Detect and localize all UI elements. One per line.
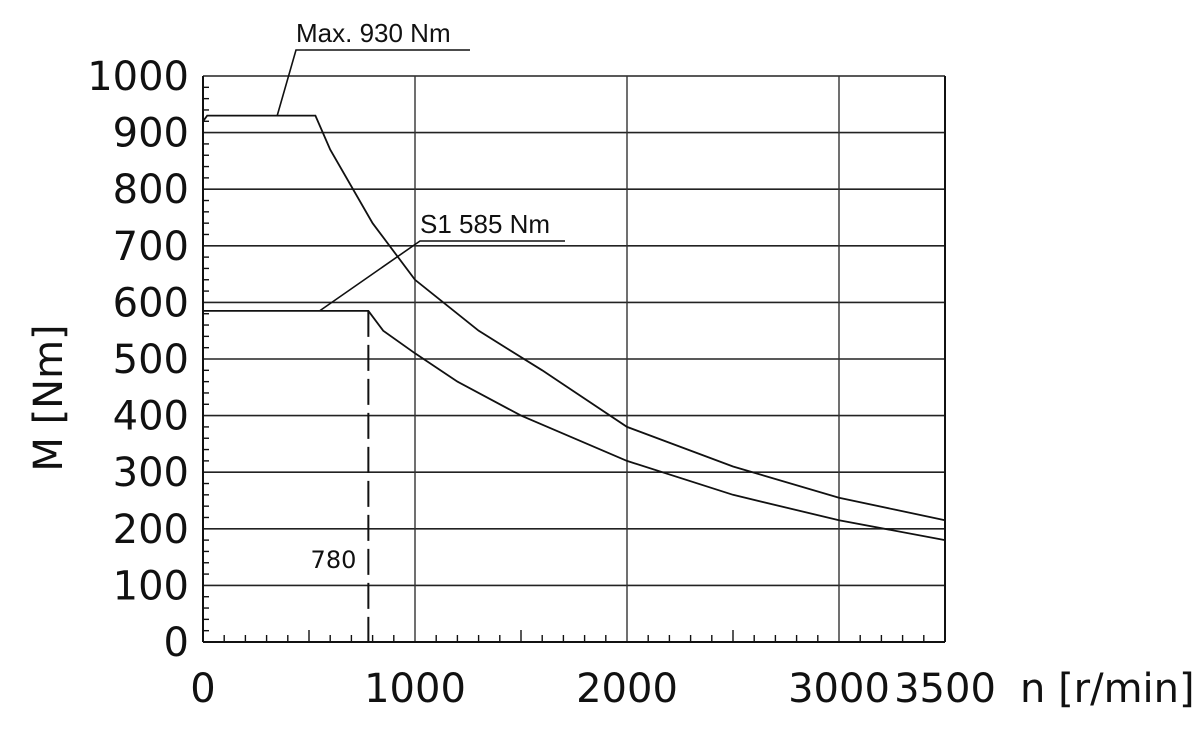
x-tick-label: 3000 (788, 666, 890, 712)
y-tick-label: 700 (113, 224, 189, 270)
s1-torque-leader (319, 240, 565, 312)
y-axis-label: M [Nm] (26, 324, 72, 471)
series-line-2 (203, 309, 946, 541)
annotations: Max. 930 Nm S1 585 Nm 780 (276, 18, 565, 642)
axes (202, 76, 946, 643)
y-tick-label: 0 (164, 620, 189, 666)
y-tick-label: 400 (113, 394, 189, 440)
x-tick-label: 1000 (364, 666, 466, 712)
y-tick-label: 300 (113, 450, 189, 496)
y-tick-label: 900 (113, 111, 189, 157)
x-tick-label: 2000 (576, 666, 678, 712)
max-torque-leader (276, 49, 470, 116)
rated-speed-label: 780 (311, 546, 357, 574)
max-torque-label: Max. 930 Nm (296, 18, 451, 48)
s1-torque-label: S1 585 Nm (420, 209, 550, 239)
grid (203, 75, 945, 642)
y-tick-label: 800 (113, 167, 189, 213)
series (202, 114, 946, 541)
y-tick-label: 100 (113, 563, 189, 609)
x-tick-label: 3500 (894, 666, 996, 712)
y-tick-label: 600 (113, 280, 189, 326)
y-tick-label: 500 (113, 337, 189, 383)
y-tick-labels: 0 100 200 300 400 500 600 700 800 900 1000 (87, 54, 189, 666)
x-tick-labels: 0 1000 2000 3000 3500 (190, 666, 996, 712)
series-line-1 (202, 114, 946, 522)
x-axis-label: n [r/min] (1020, 666, 1195, 712)
minor-ticks (203, 86, 925, 642)
y-tick-label: 1000 (87, 54, 189, 100)
x-tick-label: 0 (190, 666, 215, 712)
y-tick-label: 200 (113, 507, 189, 553)
